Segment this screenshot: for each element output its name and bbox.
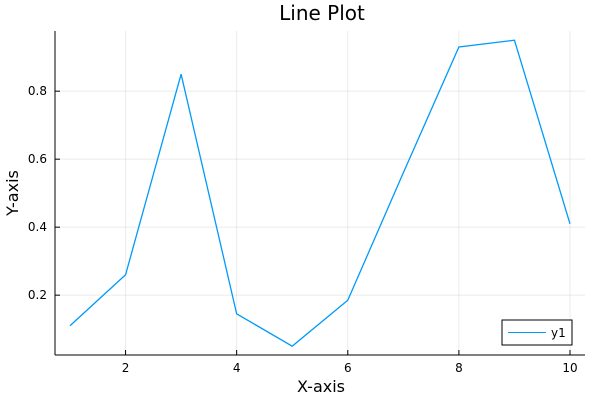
- grid-layer: [55, 31, 585, 355]
- y-axis-label: Y-axis: [3, 170, 22, 217]
- x-tick-label-2: 2: [122, 361, 130, 375]
- legend: y1: [501, 319, 573, 346]
- ticks-layer: 2 4 6 8 10 0.2 0.4 0.6 0.8: [28, 84, 578, 375]
- y-tick-label-0.4: 0.4: [28, 220, 47, 234]
- chart-title: Line Plot: [279, 1, 365, 25]
- x-tick-label-4: 4: [233, 361, 241, 375]
- x-axis-label: X-axis: [297, 377, 345, 396]
- x-tick-label-8: 8: [455, 361, 463, 375]
- x-tick-label-6: 6: [344, 361, 352, 375]
- x-tick-label-10: 10: [562, 361, 577, 375]
- series-layer: [69, 39, 571, 347]
- series-line-y1: [69, 39, 571, 347]
- y-tick-label-0.6: 0.6: [28, 152, 47, 166]
- legend-label-y1: y1: [551, 326, 566, 340]
- y-tick-label-0.8: 0.8: [28, 84, 47, 98]
- y-tick-label-0.2: 0.2: [28, 288, 47, 302]
- axes-layer: [54, 31, 585, 356]
